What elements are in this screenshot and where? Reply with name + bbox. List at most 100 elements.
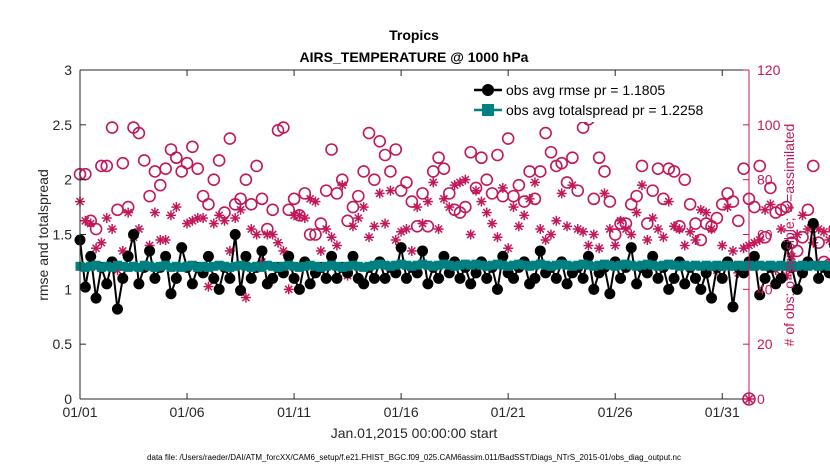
rmse-point xyxy=(133,278,145,290)
obs-possible-point xyxy=(753,159,767,173)
obs-possible-point xyxy=(137,154,151,167)
obs-possible-point xyxy=(325,143,338,156)
rmse-point xyxy=(235,284,247,296)
obs-assimilated-point xyxy=(85,218,96,229)
obs-possible-point xyxy=(587,192,601,206)
rmse-point xyxy=(754,289,766,301)
rmse-point xyxy=(202,250,214,262)
rmse-point xyxy=(775,272,787,284)
spread-point xyxy=(316,262,326,272)
obs-possible-point xyxy=(175,165,188,178)
spread-point xyxy=(765,260,775,270)
obs-assimilated-point xyxy=(503,243,514,254)
spread-point xyxy=(717,261,727,271)
y-right-tick-label: 80 xyxy=(757,172,773,188)
obs-assimilated-point xyxy=(235,204,246,215)
obs-assimilated-point xyxy=(406,245,417,256)
spread-point xyxy=(530,260,540,270)
spread-point xyxy=(535,259,545,269)
obs-possible-point xyxy=(651,162,665,175)
obs-assimilated-point xyxy=(701,207,712,218)
spread-point xyxy=(514,259,524,269)
rmse-point xyxy=(347,250,359,262)
obs-assimilated-point xyxy=(658,232,669,243)
obs-assimilated-point xyxy=(171,202,182,213)
spread-point xyxy=(567,261,577,271)
spread-point xyxy=(712,260,722,270)
obs-possible-point xyxy=(191,162,205,175)
obs-possible-point xyxy=(571,184,585,197)
obs-possible-point xyxy=(806,159,820,173)
obs-possible-point xyxy=(170,151,183,165)
spread-point xyxy=(118,261,128,271)
spread-point xyxy=(605,260,615,270)
spread-point xyxy=(460,259,470,269)
y-tick-label: 0.5 xyxy=(53,336,73,352)
obs-possible-point xyxy=(277,121,290,134)
rmse-point xyxy=(454,272,466,284)
rmse-point xyxy=(90,292,102,304)
obs-possible-point xyxy=(362,126,376,140)
obs-possible-point xyxy=(244,198,258,211)
obs-assimilated-point xyxy=(545,229,556,240)
obs-possible-point xyxy=(116,156,130,170)
y-right-tick-label: 60 xyxy=(757,227,773,243)
rmse-point xyxy=(144,245,156,257)
spread-point xyxy=(343,261,353,271)
rmse-point xyxy=(561,278,573,290)
rmse-point xyxy=(631,278,643,290)
spread-point xyxy=(814,261,824,271)
rmse-point xyxy=(497,250,509,262)
obs-possible-point xyxy=(598,165,611,178)
obs-possible-point xyxy=(223,132,237,145)
obs-assimilated-point xyxy=(273,237,284,248)
spread-point xyxy=(562,260,572,270)
obs-possible-point xyxy=(352,189,365,203)
spread-point xyxy=(776,260,786,270)
spread-point xyxy=(407,261,417,271)
rmse-point xyxy=(176,242,188,254)
spread-point xyxy=(273,262,283,272)
rmse-point xyxy=(695,283,707,295)
spread-point xyxy=(134,262,144,272)
obs-possible-point xyxy=(298,187,312,200)
obs-assimilated-point xyxy=(604,224,615,235)
obs-possible-point xyxy=(132,126,146,140)
spread-point xyxy=(621,259,631,269)
y-right-tick-label: 120 xyxy=(757,62,781,78)
spread-point xyxy=(525,261,535,271)
spread-point xyxy=(166,262,176,272)
obs-assimilated-point xyxy=(513,221,524,232)
obs-possible-point xyxy=(555,156,568,170)
spread-point xyxy=(690,260,700,270)
rmse-point xyxy=(625,242,637,254)
rmse-point xyxy=(186,278,198,290)
rmse-point xyxy=(283,250,295,262)
spread-point xyxy=(102,261,112,271)
spread-point xyxy=(616,260,626,270)
spread-point xyxy=(642,259,652,269)
spread-point xyxy=(364,261,374,271)
rmse-point xyxy=(465,278,477,290)
rmse-point xyxy=(122,250,134,262)
obs-assimilated-point xyxy=(567,180,578,191)
spread-point xyxy=(380,260,390,270)
obs-assimilated-point xyxy=(230,213,241,224)
rmse-point xyxy=(716,272,728,284)
obs-assimilated-point xyxy=(203,281,214,292)
obs-possible-point xyxy=(186,140,199,154)
obs-assimilated-point xyxy=(481,207,492,218)
spread-point xyxy=(129,261,139,271)
obs-assimilated-point xyxy=(626,229,637,240)
spread-point xyxy=(476,260,486,270)
spread-point xyxy=(466,260,476,270)
spread-point xyxy=(434,260,444,270)
rmse-point xyxy=(663,283,675,295)
rmse-point xyxy=(170,272,182,284)
obs-possible-point xyxy=(250,159,263,173)
obs-possible-point xyxy=(89,222,103,236)
obs-possible-point xyxy=(459,200,472,214)
spread-point xyxy=(610,261,620,271)
rmse-point xyxy=(470,267,482,279)
